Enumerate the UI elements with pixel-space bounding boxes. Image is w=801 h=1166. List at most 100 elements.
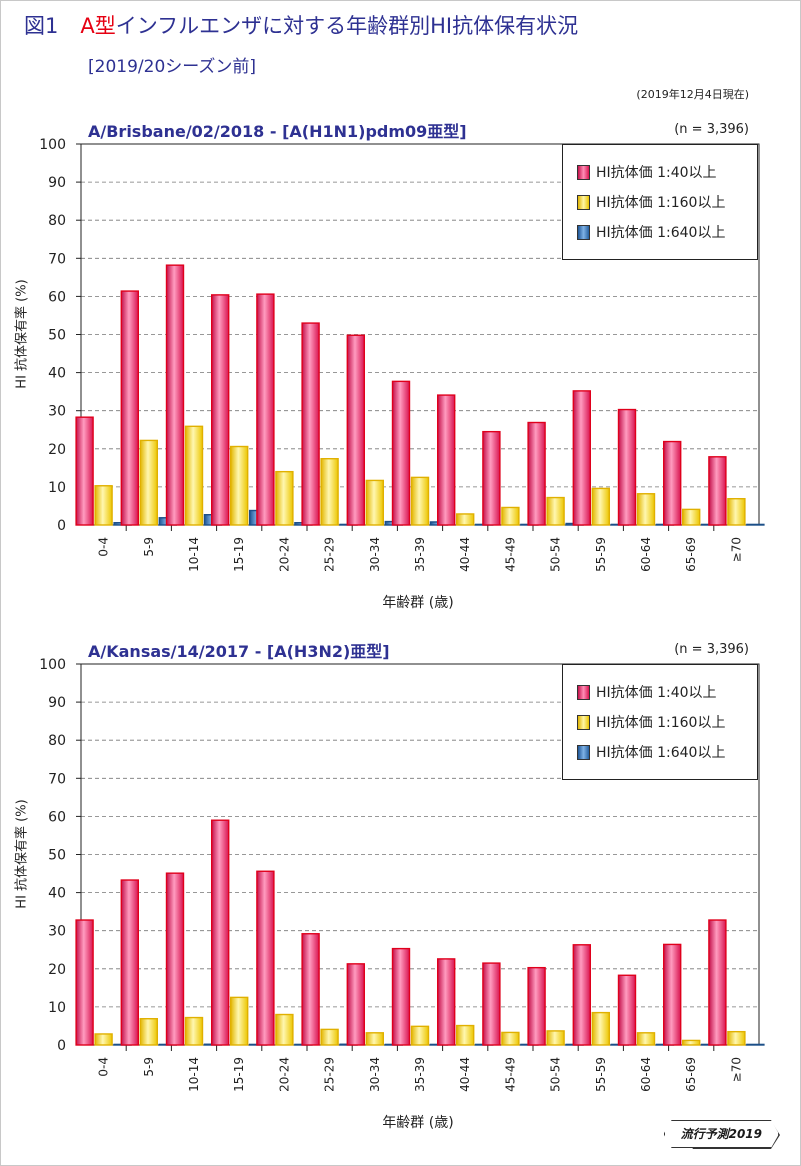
y-tick-label: 40 <box>48 366 66 382</box>
chart-1-sample-size: (n = 3,396) <box>674 122 749 137</box>
x-tick-label: ≥70 <box>729 537 743 562</box>
bar <box>184 1016 204 1046</box>
x-tick-label: 15-19 <box>232 1057 246 1092</box>
bar <box>617 974 637 1046</box>
bar <box>75 919 94 1046</box>
figure-title-type: A型 <box>80 14 116 38</box>
legend-label: HI抗体価 1:40以上 <box>596 165 717 181</box>
chart-2-legend: HI抗体価 1:40以上 HI抗体価 1:160以上 HI抗体価 1:640以上 <box>562 664 758 780</box>
x-tick-label: 5-9 <box>142 1057 156 1077</box>
legend-swatch-yellow <box>577 194 590 210</box>
bar <box>572 944 591 1046</box>
y-tick-label: 10 <box>48 480 66 496</box>
bar <box>391 947 411 1046</box>
x-tick-label: 5-9 <box>142 537 156 557</box>
bar <box>546 496 565 526</box>
bar <box>275 470 294 526</box>
bar <box>746 523 765 526</box>
bar <box>636 493 656 526</box>
y-tick-label: 40 <box>48 886 66 902</box>
legend-item-1-40: HI抗体価 1:40以上 <box>563 673 757 711</box>
bar <box>139 1018 159 1046</box>
bar <box>229 996 249 1046</box>
legend-label: HI抗体価 1:640以上 <box>596 745 726 761</box>
bar <box>94 1033 113 1046</box>
y-tick-label: 50 <box>48 328 66 344</box>
chart-2-title: A/Kansas/14/2017 - [A(H3N2)亜型] <box>88 642 390 661</box>
bar <box>663 943 682 1046</box>
bar <box>120 879 140 1046</box>
legend-item-1-160: HI抗体価 1:160以上 <box>563 703 757 741</box>
figure-number: 図1 <box>24 14 59 38</box>
bar <box>501 506 520 526</box>
bar <box>75 416 94 526</box>
bar <box>708 456 727 526</box>
bar <box>636 1032 656 1046</box>
legend-item-1-640: HI抗体価 1:640以上 <box>563 733 757 771</box>
bar <box>301 322 320 526</box>
y-tick-label: 50 <box>48 848 66 864</box>
chart-2-xlabel: 年齢群 (歳) <box>382 1115 454 1131</box>
bar <box>410 1025 430 1046</box>
chart-2-sample-size: (n = 3,396) <box>674 642 749 657</box>
y-tick-label: 100 <box>39 137 66 153</box>
x-tick-label: 30-34 <box>368 1057 382 1092</box>
y-tick-label: 30 <box>48 924 66 940</box>
bar <box>94 485 113 526</box>
x-tick-label: 40-44 <box>458 537 472 572</box>
y-tick-label: 30 <box>48 404 66 420</box>
bar <box>437 394 456 526</box>
figure-title-text: インフルエンザに対する年齢群別HI抗体保有状況 <box>115 14 579 38</box>
legend-label: HI抗体価 1:160以上 <box>596 715 726 731</box>
bar <box>346 963 365 1046</box>
bar <box>617 408 637 526</box>
x-tick-label: 0-4 <box>97 1057 111 1077</box>
y-tick-label: 80 <box>48 733 66 749</box>
x-tick-label: 55-59 <box>594 537 608 572</box>
bar <box>456 1024 475 1046</box>
bar <box>482 962 501 1046</box>
bar <box>437 958 456 1046</box>
bar <box>139 439 159 526</box>
y-tick-label: 60 <box>48 289 66 305</box>
bar <box>301 933 320 1046</box>
legend-swatch-red <box>577 684 590 700</box>
y-tick-label: 60 <box>48 809 66 825</box>
bar <box>165 872 185 1046</box>
bar <box>410 476 430 526</box>
bar <box>456 513 475 526</box>
x-tick-label: 60-64 <box>639 537 653 572</box>
y-tick-label: 90 <box>48 695 66 711</box>
x-tick-label: 20-24 <box>277 1057 291 1092</box>
x-tick-label: 10-14 <box>187 537 201 572</box>
bar <box>482 430 501 526</box>
y-tick-label: 0 <box>57 1038 66 1054</box>
x-tick-label: 0-4 <box>97 537 111 557</box>
x-tick-label: 50-54 <box>549 537 563 572</box>
bar <box>165 264 185 526</box>
x-tick-label: 60-64 <box>639 1057 653 1092</box>
y-tick-label: 100 <box>39 657 66 673</box>
publication-badge: 流行予測2019 <box>664 1120 779 1148</box>
bar <box>501 1031 520 1046</box>
y-tick-label: 70 <box>48 771 66 787</box>
legend-label: HI抗体価 1:640以上 <box>596 225 726 241</box>
x-tick-label: 55-59 <box>594 1057 608 1092</box>
bar <box>746 1043 765 1046</box>
bar <box>256 870 275 1046</box>
bar <box>210 294 230 526</box>
chart-1-xlabel: 年齢群 (歳) <box>382 595 454 611</box>
bar <box>708 919 727 1046</box>
x-tick-label: 65-69 <box>684 537 698 572</box>
bar <box>184 425 204 526</box>
bar <box>727 498 746 526</box>
bar <box>663 440 682 526</box>
bar <box>591 1011 610 1046</box>
y-tick-label: 90 <box>48 175 66 191</box>
bar <box>275 1013 294 1046</box>
bar <box>527 421 546 526</box>
x-tick-label: 45-49 <box>503 537 517 572</box>
bar <box>546 1030 565 1046</box>
bar <box>320 1028 339 1046</box>
